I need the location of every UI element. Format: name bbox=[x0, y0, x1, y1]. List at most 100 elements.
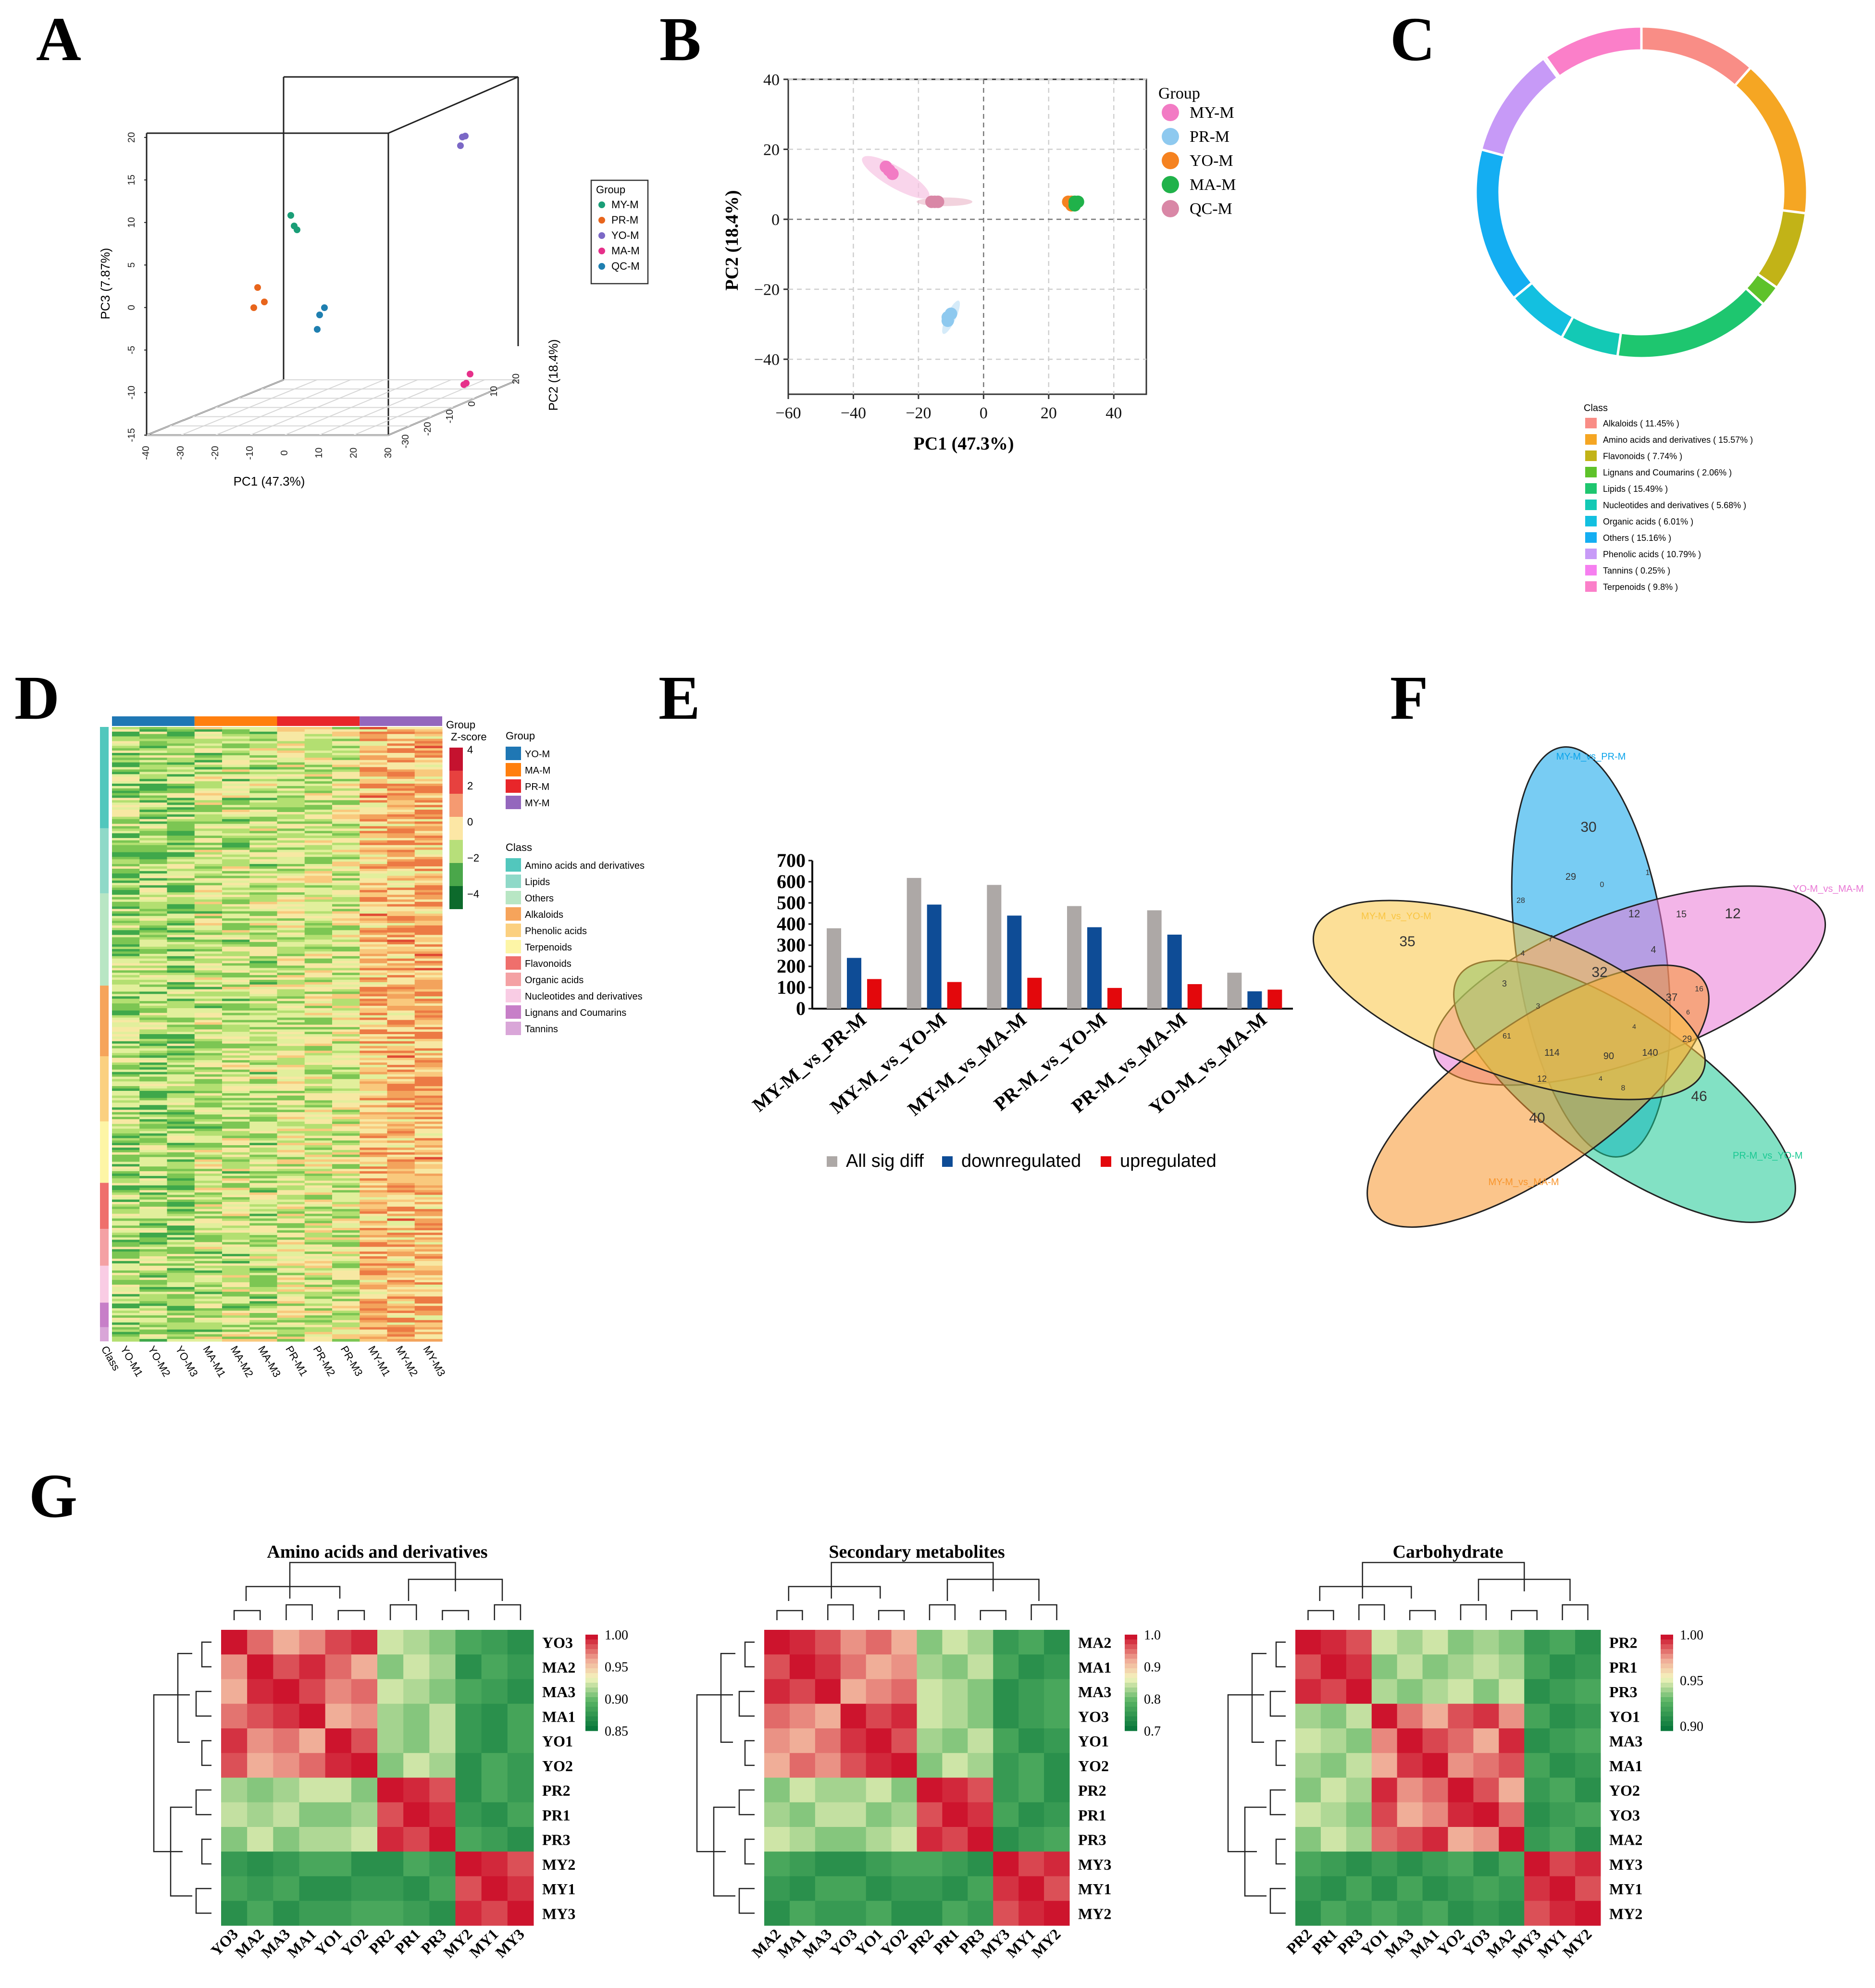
panel-label-a: A bbox=[36, 5, 81, 74]
panel-d-cell bbox=[277, 731, 305, 735]
panel-d-cell bbox=[387, 906, 415, 910]
panel-d-cell bbox=[222, 1121, 250, 1125]
panel-d-cell bbox=[139, 1006, 168, 1009]
panel-d-cell bbox=[194, 807, 223, 810]
panel-d-cell bbox=[139, 1107, 168, 1110]
panel-d-cell bbox=[249, 1152, 278, 1155]
panel-d-cell bbox=[414, 921, 443, 924]
panel-d-cell bbox=[304, 1235, 333, 1238]
panel-g-cell bbox=[1422, 1827, 1448, 1852]
panel-d-cell bbox=[414, 1164, 443, 1167]
panel-g-cell bbox=[481, 1827, 508, 1852]
panel-d-cell bbox=[139, 942, 168, 945]
panel-d-cell bbox=[249, 1079, 278, 1082]
panel-g-col-label: YO2 bbox=[877, 1925, 911, 1959]
panel-d-cell bbox=[194, 875, 223, 879]
panel-g-cell bbox=[968, 1630, 993, 1655]
panel-g-colorbar-tick: 0.90 bbox=[605, 1692, 628, 1707]
panel-d-cell bbox=[414, 987, 443, 990]
panel-d-cell bbox=[304, 1166, 333, 1169]
panel-d-cell bbox=[194, 1013, 223, 1016]
panel-d-cell bbox=[387, 769, 415, 772]
panel-d-cell bbox=[167, 1339, 195, 1342]
panel-g-colorbar-swatch bbox=[1125, 1663, 1137, 1669]
panel-d-cell bbox=[332, 1301, 360, 1304]
panel-d-cell bbox=[222, 1140, 250, 1143]
panel-g-cell bbox=[1550, 1654, 1576, 1679]
panel-d-cell bbox=[277, 963, 305, 966]
panel-g-left-dendro-branch bbox=[195, 1888, 211, 1914]
panel-d-cell bbox=[112, 1216, 140, 1219]
panel-d-cell bbox=[112, 1188, 140, 1191]
panel-d-cell bbox=[222, 850, 250, 853]
panel-d-cell bbox=[332, 821, 360, 825]
panel-d-cell bbox=[139, 1263, 168, 1266]
panel-d-cell bbox=[277, 1296, 305, 1300]
panel-d-cell bbox=[249, 1339, 278, 1342]
panel-d-cell bbox=[360, 1185, 388, 1188]
panel-d-cell bbox=[194, 949, 223, 952]
panel-d-cell bbox=[387, 727, 415, 730]
panel-d-cell bbox=[387, 1166, 415, 1169]
panel-d-cell bbox=[222, 1050, 250, 1053]
panel-d-cell bbox=[139, 1242, 168, 1245]
panel-d-cell bbox=[304, 901, 333, 905]
panel-d-cell bbox=[332, 1131, 360, 1134]
panel-d-cell bbox=[222, 795, 250, 799]
panel-d-cell bbox=[222, 996, 250, 999]
panel-d-cell bbox=[387, 1027, 415, 1030]
panel-d-cell bbox=[112, 1327, 140, 1330]
panel-g-cell bbox=[1550, 1827, 1576, 1852]
panel-d-cell bbox=[414, 1145, 443, 1148]
panel-d-class-legend-title: Class bbox=[506, 841, 532, 853]
panel-a-y-tick: -20 bbox=[422, 422, 433, 436]
panel-d-cell bbox=[304, 892, 333, 895]
panel-d-cell bbox=[277, 890, 305, 893]
panel-d-cell bbox=[249, 873, 278, 876]
panel-d-cell bbox=[139, 1313, 168, 1316]
panel-d-cell bbox=[139, 975, 168, 978]
panel-d-cell bbox=[277, 774, 305, 777]
panel-d-group-legend-swatch bbox=[506, 763, 521, 776]
panel-d-cell bbox=[249, 1013, 278, 1016]
panel-d-cell bbox=[194, 947, 223, 950]
panel-d-cell bbox=[414, 968, 443, 971]
panel-d-cell bbox=[112, 859, 140, 862]
panel-d-cell bbox=[360, 1105, 388, 1108]
panel-g-cell bbox=[273, 1900, 299, 1926]
panel-d-cell bbox=[194, 897, 223, 900]
panel-g-colorbar-swatch bbox=[585, 1673, 598, 1678]
panel-d-cell bbox=[414, 1320, 443, 1323]
panel-b-legend-title: Group bbox=[1158, 85, 1200, 102]
panel-g-col-label: YO2 bbox=[337, 1925, 372, 1959]
panel-d-cell bbox=[112, 762, 140, 765]
panel-g-cell bbox=[1018, 1876, 1044, 1901]
panel-d-cell bbox=[277, 1017, 305, 1021]
panel-d-cell bbox=[332, 755, 360, 758]
panel-d-cell bbox=[332, 1216, 360, 1219]
panel-d-cell bbox=[414, 951, 443, 954]
panel-d-cell bbox=[332, 1247, 360, 1250]
panel-d-cell bbox=[194, 1270, 223, 1274]
panel-d-cell bbox=[304, 1029, 333, 1032]
panel-d-cell bbox=[332, 1322, 360, 1325]
panel-d-cell bbox=[222, 1095, 250, 1099]
panel-d-cell bbox=[249, 836, 278, 838]
panel-f-count: 1 bbox=[1646, 869, 1650, 877]
panel-d-cell bbox=[139, 868, 168, 872]
panel-g-cell bbox=[815, 1630, 841, 1655]
panel-d-cell bbox=[112, 1143, 140, 1146]
panel-d-cell bbox=[332, 937, 360, 940]
panel-d-cell bbox=[414, 897, 443, 900]
panel-d-cell bbox=[139, 807, 168, 810]
panel-d-cell bbox=[360, 795, 388, 799]
panel-g-cell bbox=[455, 1703, 482, 1729]
panel-d-cell bbox=[414, 1086, 443, 1089]
panel-g-cell bbox=[891, 1876, 917, 1901]
panel-d-cell bbox=[360, 1147, 388, 1150]
panel-d-cell bbox=[222, 904, 250, 907]
panel-d-cell bbox=[387, 925, 415, 928]
panel-d-cell bbox=[167, 982, 195, 985]
panel-d-cell bbox=[222, 1003, 250, 1006]
panel-d-cell bbox=[112, 1280, 140, 1283]
